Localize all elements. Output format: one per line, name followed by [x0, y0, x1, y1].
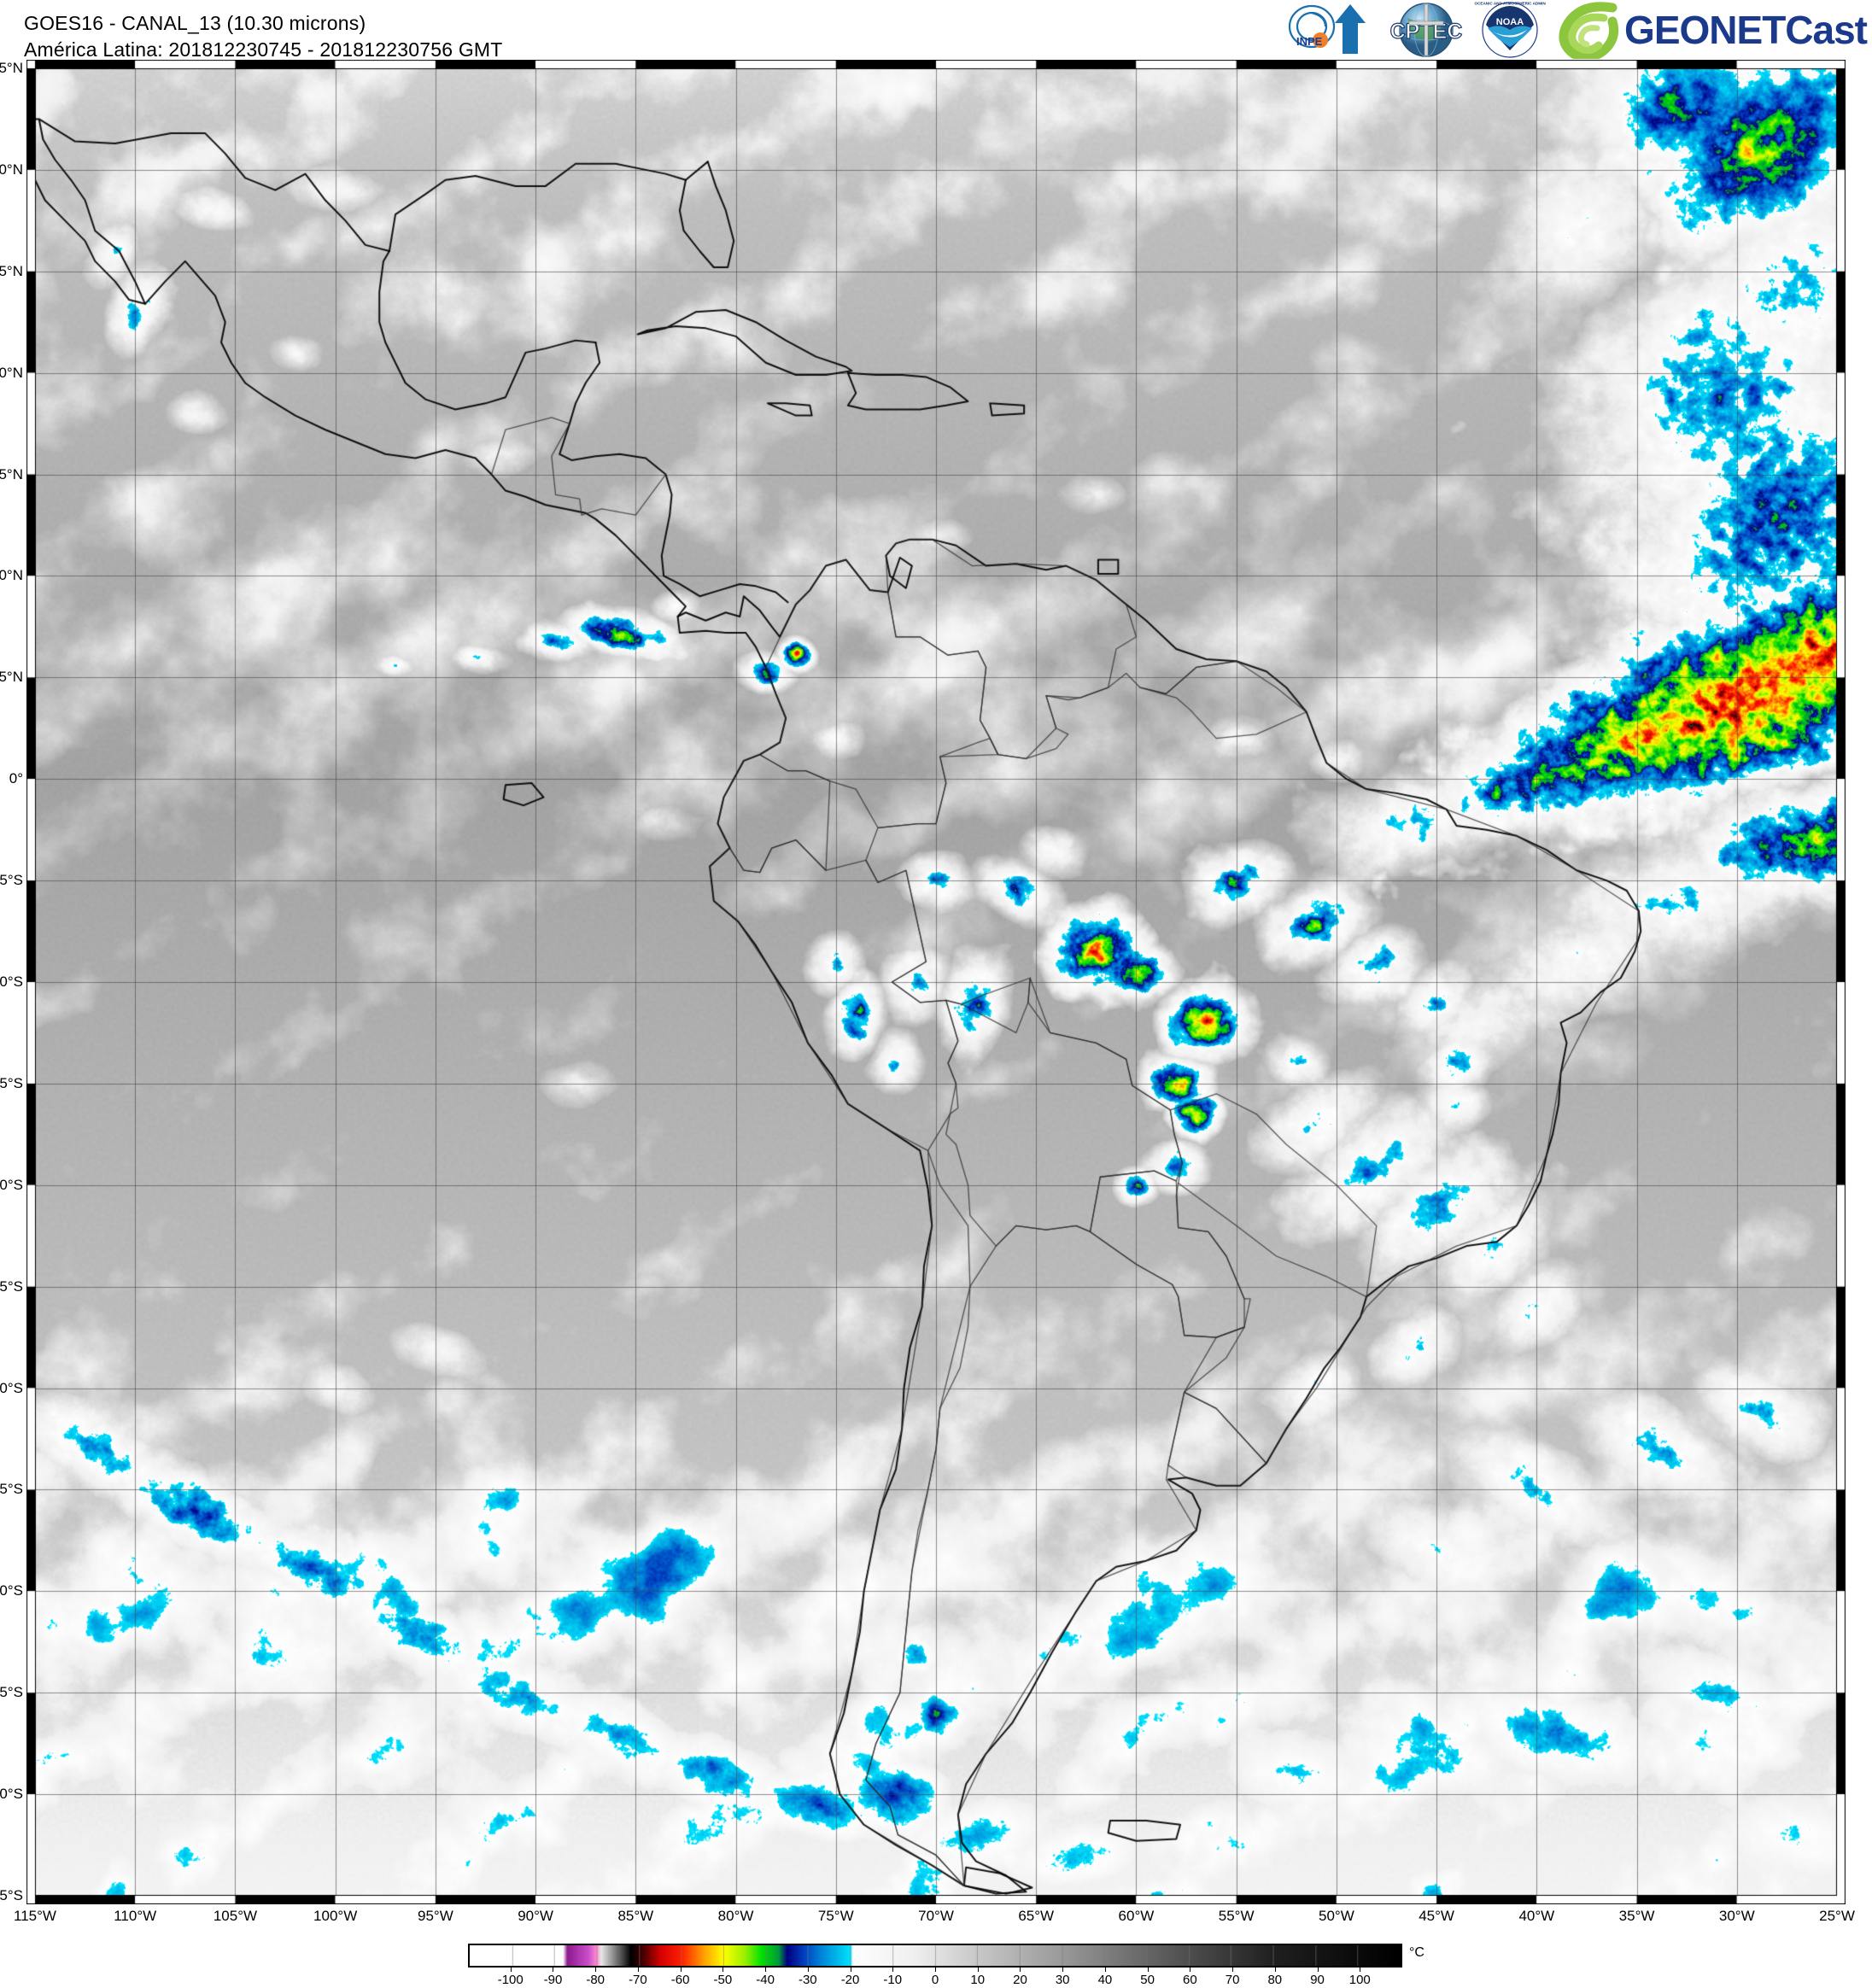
- cptec-logo: CPTEC: [1387, 1, 1465, 59]
- colorbar-tick-label: 40: [1097, 1973, 1113, 1987]
- longitude-tick-label: 65°W: [1018, 1908, 1055, 1924]
- longitude-tick-label: 35°W: [1618, 1908, 1655, 1924]
- colorbar-tick-label: -30: [798, 1973, 817, 1987]
- colorbar-tick-label: -90: [543, 1973, 563, 1987]
- colorbar-tick: [637, 1968, 639, 1972]
- colorbar-tick: [1147, 1968, 1149, 1972]
- latitude-tick-label: 45°S: [0, 1684, 23, 1701]
- colorbar-tick-label: 50: [1140, 1973, 1155, 1987]
- latitude-tick-label: 35°S: [0, 1481, 23, 1498]
- colorbar-tick-label: 100: [1348, 1973, 1371, 1987]
- colorbar-tick: [510, 1968, 512, 1972]
- satellite-image-figure: [26, 60, 1846, 1904]
- noaa-logo: NOAA NATIONAL OCEANIC AND ATMOSPHERIC AD…: [1474, 1, 1546, 59]
- colorbar-tick-label: 60: [1183, 1973, 1197, 1987]
- colorbar-legend: -100 -90 -80 -70 -60 -50 -40 -30 -20 -10 0 10 20 30 40…: [0, 1940, 1872, 1988]
- latitude-tick-label: 5°S: [0, 872, 23, 889]
- colorbar-tick-label: 30: [1055, 1973, 1070, 1987]
- colorbar-tick: [1274, 1968, 1276, 1972]
- colorbar-tick: [977, 1968, 979, 1972]
- header-bar: GOES16 - CANAL_13 (10.30 microns) Améric…: [0, 0, 1872, 63]
- latitude-axis: 35°N 30°N 25°N 20°N 15°N 10°N 5°N 0° 5°S 10°S 15°S…: [0, 60, 23, 1904]
- colorbar-tick-label: 90: [1310, 1973, 1325, 1987]
- inpe-logo: INPE: [1283, 1, 1378, 59]
- satellite-infrared-map[interactable]: [26, 60, 1846, 1904]
- colorbar-unit-label: °C: [1409, 1945, 1424, 1960]
- svg-text:INPE: INPE: [1296, 35, 1323, 48]
- colorbar-tick: [1232, 1968, 1234, 1972]
- latitude-tick-label: 10°S: [0, 974, 23, 990]
- latitude-tick-label: 50°S: [0, 1786, 23, 1803]
- colorbar-tick: [722, 1968, 724, 1972]
- region-timestamp: América Latina: 201812230745 - 201812230…: [24, 38, 503, 61]
- colorbar-tick-label: 70: [1225, 1973, 1240, 1987]
- colorbar-tick: [680, 1968, 682, 1972]
- colorbar-tick-label: 80: [1267, 1973, 1283, 1987]
- longitude-tick-label: 75°W: [817, 1908, 854, 1924]
- latitude-tick-label: 30°S: [0, 1379, 23, 1396]
- colorbar-tick-label: -50: [713, 1973, 733, 1987]
- latitude-tick-label: 35°N: [0, 60, 23, 76]
- longitude-tick-label: 60°W: [1118, 1908, 1155, 1924]
- latitude-tick-label: 25°N: [0, 262, 23, 279]
- longitude-tick-label: 85°W: [617, 1908, 654, 1924]
- colorbar-tick: [595, 1968, 597, 1972]
- colorbar-tick: [1062, 1968, 1064, 1972]
- longitude-tick-label: 70°W: [918, 1908, 954, 1924]
- svg-text:NATIONAL OCEANIC AND ATMOSPHER: NATIONAL OCEANIC AND ATMOSPHERIC ADMINIS…: [1474, 2, 1546, 6]
- latitude-tick-label: 20°S: [0, 1176, 23, 1193]
- longitude-axis: 115°W 110°W 105°W 100°W 95°W 90°W 85°W 80°W 75°W…: [14, 1908, 1855, 1933]
- colorbar-tick-label: 0: [931, 1973, 939, 1987]
- colorbar-tick-labels: -100 -90 -80 -70 -60 -50 -40 -30 -20 -10 0 10 20 30 40…: [468, 1968, 1402, 1988]
- colorbar-tick: [1104, 1968, 1106, 1972]
- latitude-tick-label: 0°: [9, 770, 23, 787]
- colorbar-tick-label: -80: [586, 1973, 605, 1987]
- svg-text:NOAA: NOAA: [1496, 17, 1524, 27]
- colorbar-tick-label: -40: [756, 1973, 775, 1987]
- colorbar-tick: [765, 1968, 767, 1972]
- latitude-tick-label: 30°N: [0, 161, 23, 178]
- latitude-tick-label: 25°S: [0, 1278, 23, 1295]
- geonetcast-logo: GEONETCast: [1554, 1, 1868, 59]
- latitude-tick-label: 15°N: [0, 465, 23, 482]
- geonetcast-mark: [1559, 2, 1619, 59]
- colorbar-tick-label: 10: [970, 1973, 986, 1987]
- longitude-tick-label: 100°W: [313, 1908, 358, 1924]
- longitude-tick-label: 115°W: [14, 1908, 56, 1924]
- colorbar-tick: [935, 1968, 936, 1972]
- logo-strip: INPE: [1283, 0, 1868, 60]
- latitude-tick-label: 5°N: [0, 669, 23, 686]
- latitude-tick-label: 40°S: [0, 1582, 23, 1599]
- longitude-tick-label: 90°W: [518, 1908, 553, 1924]
- colorbar-tick: [1317, 1968, 1319, 1972]
- colorbar-tick-label: 20: [1013, 1973, 1027, 1987]
- longitude-tick-label: 55°W: [1218, 1908, 1255, 1924]
- longitude-tick-label: 80°W: [717, 1908, 754, 1924]
- colorbar-tick: [1020, 1968, 1021, 1972]
- colorbar-gradient: [468, 1944, 1402, 1968]
- colorbar-tick-label: -100: [497, 1973, 524, 1987]
- colorbar-tick-label: -70: [629, 1973, 647, 1987]
- colorbar-tick: [807, 1968, 809, 1972]
- latitude-tick-label: 10°N: [0, 567, 23, 584]
- colorbar-tick-label: -10: [883, 1973, 903, 1987]
- longitude-tick-label: 30°W: [1718, 1908, 1755, 1924]
- title-block: GOES16 - CANAL_13 (10.30 microns) Améric…: [24, 10, 503, 63]
- latitude-tick-label: 20°N: [0, 364, 23, 381]
- geonetcast-wordmark: GEONETCast: [1624, 8, 1868, 52]
- longitude-tick-label: 95°W: [417, 1908, 453, 1924]
- longitude-tick-label: 110°W: [114, 1908, 157, 1924]
- colorbar-tick: [892, 1968, 894, 1972]
- colorbar-tick-label: -60: [670, 1973, 690, 1987]
- longitude-tick-label: 45°W: [1419, 1908, 1454, 1924]
- colorbar-tick-label: -20: [840, 1973, 860, 1987]
- latitude-tick-label: 55°S: [0, 1887, 23, 1903]
- map-frame[interactable]: [26, 60, 1846, 1904]
- latitude-tick-label: 15°S: [0, 1074, 23, 1091]
- longitude-tick-label: 40°W: [1518, 1908, 1555, 1924]
- product-title: GOES16 - CANAL_13 (10.30 microns): [24, 12, 366, 34]
- longitude-tick-label: 50°W: [1318, 1908, 1354, 1924]
- longitude-tick-label: 105°W: [213, 1908, 258, 1924]
- longitude-tick-label: 25°W: [1819, 1908, 1855, 1924]
